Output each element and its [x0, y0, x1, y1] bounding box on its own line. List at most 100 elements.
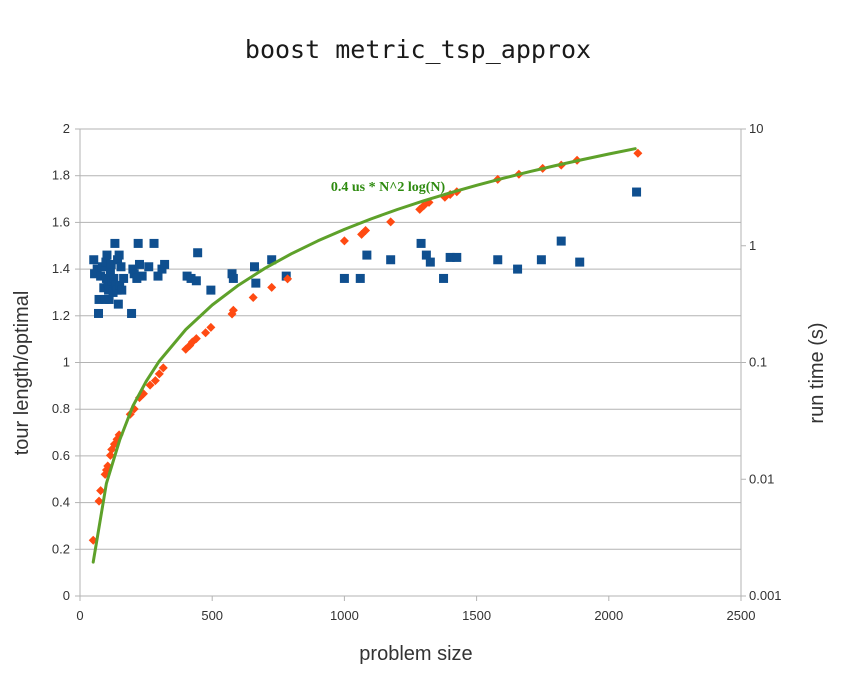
fit-annotation: 0.4 us * N^2 log(N): [331, 180, 446, 195]
y-left-tick-label: 1.4: [52, 261, 70, 276]
runtime-point: [361, 226, 371, 236]
y-right-tick-label: 0.001: [749, 588, 782, 603]
right-axis-label: run time (s): [806, 322, 828, 423]
ratio-point: [493, 255, 503, 265]
ratio-point: [92, 264, 102, 274]
left-axis-ticks: 0 0.2 0.4 0.6 0.8 1 1.2 1.4 1.6 1.8 2: [52, 121, 80, 603]
ratio-point: [89, 255, 99, 265]
ratio-point: [439, 273, 449, 283]
runtime-point: [633, 148, 643, 158]
ratio-point: [149, 238, 159, 248]
ratio-point: [112, 285, 122, 295]
x-tick-label: 2000: [594, 608, 623, 623]
runtime-point: [339, 236, 349, 246]
ratio-point: [153, 271, 163, 281]
ratio-point: [362, 250, 372, 260]
fit-curve: [91, 147, 637, 564]
y-left-tick-label: 0.8: [52, 401, 70, 416]
ratio-point: [632, 187, 642, 197]
ratio-point: [101, 273, 111, 283]
ratio-point: [251, 278, 261, 288]
y-right-tick-label: 0.01: [749, 471, 774, 486]
ratio-point: [267, 255, 277, 265]
ratio-point: [94, 308, 104, 318]
ratio-point: [99, 283, 109, 293]
ratio-point: [110, 238, 120, 248]
y-left-tick-label: 0.2: [52, 541, 70, 556]
chart-title: boost metric_tsp_approx: [245, 35, 591, 64]
ratio-point: [536, 255, 546, 265]
ratio-point: [105, 266, 115, 276]
ratio-point: [104, 294, 114, 304]
ratio-point: [452, 252, 462, 262]
runtime-point: [94, 496, 104, 506]
ratio-point: [228, 273, 238, 283]
ratio-point: [101, 257, 111, 267]
y-left-tick-label: 1: [63, 355, 70, 370]
x-tick-label: 1500: [462, 608, 491, 623]
ratio-point: [129, 269, 139, 279]
ratio-point: [250, 262, 260, 272]
ratio-point: [128, 264, 138, 274]
x-tick-label: 1000: [330, 608, 359, 623]
right-axis-ticks: 0.001 0.01 0.1 1 10: [741, 121, 782, 603]
runtime-point: [145, 380, 155, 390]
ratio-point: [144, 262, 154, 272]
ratio-point: [113, 299, 123, 309]
x-tick-label: 500: [201, 608, 223, 623]
ratio-point: [132, 273, 142, 283]
left-axis-label: tour length/optimal: [11, 291, 33, 456]
ratio-point: [227, 269, 237, 279]
ratio-point: [137, 271, 147, 281]
y-right-tick-label: 10: [749, 121, 763, 136]
runtime-point: [248, 293, 258, 303]
runtime-point: [158, 363, 168, 373]
ratio-point: [556, 236, 566, 246]
x-axis-label: problem size: [359, 643, 472, 665]
ratio-point: [134, 259, 144, 269]
ratio-point: [445, 252, 455, 262]
x-axis-ticks: 0 500 1000 1500 2000 2500: [76, 596, 755, 623]
ratio-point: [113, 255, 123, 265]
ratio-point: [90, 269, 100, 279]
ratio-point: [106, 259, 116, 269]
x-tick-label: 2500: [727, 608, 756, 623]
runtime-point: [96, 486, 106, 496]
ratio-point: [116, 262, 126, 272]
ratio-point: [416, 238, 426, 248]
y-left-tick-label: 0.4: [52, 495, 70, 510]
ratio-point: [94, 294, 104, 304]
runtime-point: [267, 282, 277, 292]
ratio-point: [421, 250, 431, 260]
ratio-point: [425, 257, 435, 267]
ratio-point: [117, 285, 127, 295]
runtime-point: [283, 274, 293, 284]
y-right-tick-label: 1: [749, 238, 756, 253]
ratio-point: [119, 273, 129, 283]
ratio-point: [386, 255, 396, 265]
y-left-tick-label: 0.6: [52, 448, 70, 463]
runtime-point: [105, 450, 115, 460]
ratio-point: [115, 280, 125, 290]
y-left-tick-label: 1.6: [52, 214, 70, 229]
ratio-point: [191, 276, 201, 286]
ratio-point: [97, 262, 107, 272]
ratio-point: [114, 250, 124, 260]
y-left-tick-label: 0: [63, 588, 70, 603]
ratio-point: [339, 273, 349, 283]
runtime-point: [201, 328, 211, 338]
ratio-point: [102, 250, 112, 260]
x-tick-label: 0: [76, 608, 83, 623]
runtime-point: [228, 305, 238, 315]
runtime-point: [191, 334, 201, 344]
y-left-tick-label: 1.8: [52, 168, 70, 183]
y-left-tick-label: 2: [63, 121, 70, 136]
ratio-point: [96, 271, 106, 281]
runtime-point: [206, 322, 216, 332]
ratio-point: [575, 257, 585, 267]
y-right-tick-label: 0.1: [749, 355, 767, 370]
y-left-tick-label: 1.2: [52, 308, 70, 323]
ratio-point: [193, 248, 203, 258]
ratio-point: [186, 273, 196, 283]
